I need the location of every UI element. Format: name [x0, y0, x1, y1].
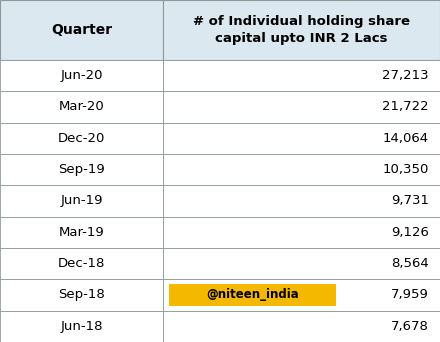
- Text: Sep-19: Sep-19: [58, 163, 105, 176]
- Bar: [0, 311, 163, 342]
- Text: Jun-20: Jun-20: [60, 69, 103, 82]
- Bar: [163, 311, 440, 342]
- Bar: [0, 154, 163, 185]
- Text: 10,350: 10,350: [383, 163, 429, 176]
- Bar: [169, 284, 336, 306]
- Text: 7,959: 7,959: [391, 288, 429, 302]
- Text: 9,731: 9,731: [391, 194, 429, 208]
- Text: 21,722: 21,722: [382, 100, 429, 114]
- Text: Mar-20: Mar-20: [59, 100, 104, 114]
- Text: @niteen_india: @niteen_india: [206, 288, 299, 302]
- Bar: [163, 91, 440, 122]
- Text: Jun-18: Jun-18: [60, 320, 103, 333]
- Bar: [0, 0, 163, 60]
- Bar: [0, 122, 163, 154]
- Text: 14,064: 14,064: [383, 132, 429, 145]
- Bar: [163, 216, 440, 248]
- Bar: [0, 216, 163, 248]
- Text: 7,678: 7,678: [391, 320, 429, 333]
- Text: Dec-20: Dec-20: [58, 132, 105, 145]
- Text: Jun-19: Jun-19: [60, 194, 103, 208]
- Text: Dec-18: Dec-18: [58, 257, 105, 270]
- Text: 8,564: 8,564: [391, 257, 429, 270]
- Bar: [163, 0, 440, 60]
- Text: 27,213: 27,213: [382, 69, 429, 82]
- Bar: [0, 91, 163, 122]
- Bar: [0, 185, 163, 216]
- Bar: [0, 60, 163, 91]
- Text: # of Individual holding share
capital upto INR 2 Lacs: # of Individual holding share capital up…: [193, 15, 410, 45]
- Text: Quarter: Quarter: [51, 23, 112, 37]
- Bar: [163, 60, 440, 91]
- Text: 9,126: 9,126: [391, 226, 429, 239]
- Text: Sep-18: Sep-18: [58, 288, 105, 302]
- Bar: [163, 122, 440, 154]
- Text: Mar-19: Mar-19: [59, 226, 104, 239]
- Bar: [163, 248, 440, 279]
- Bar: [163, 279, 440, 311]
- Bar: [0, 279, 163, 311]
- Bar: [163, 154, 440, 185]
- Bar: [163, 185, 440, 216]
- Bar: [0, 248, 163, 279]
